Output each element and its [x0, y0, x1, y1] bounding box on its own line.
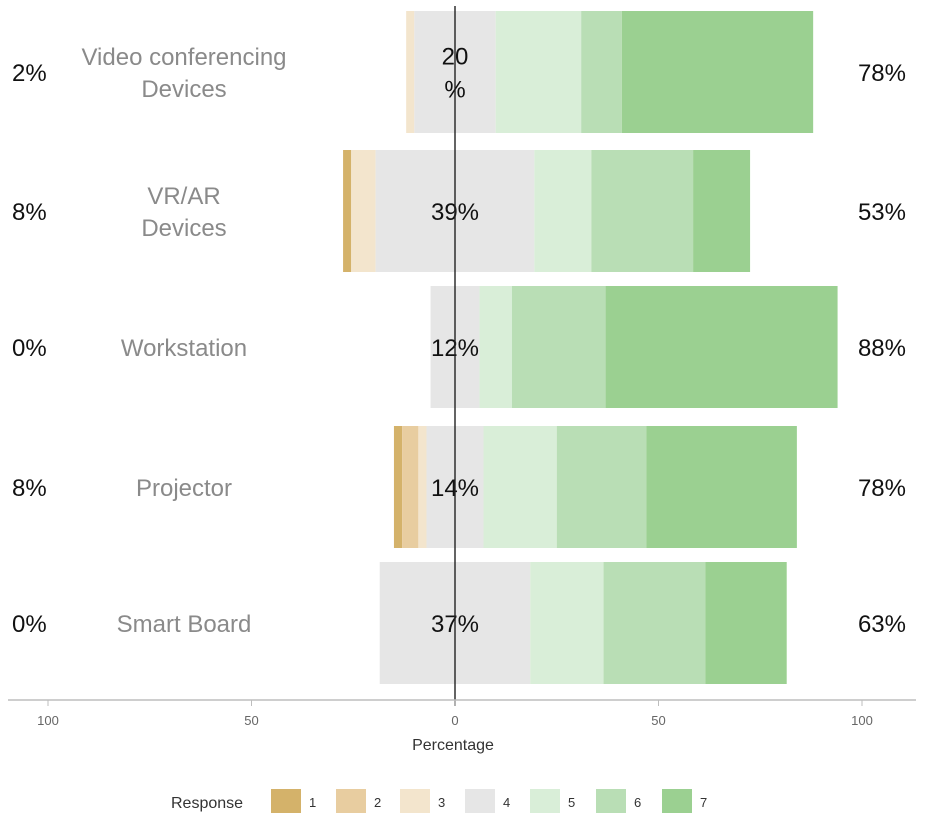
bar-segment-response-7 [605, 286, 838, 408]
legend-item: 6 [596, 789, 641, 813]
x-axis: 100 50 0 50 100 Percentage [8, 6, 916, 754]
legend: Response 1 2 3 4 5 6 7 [171, 789, 707, 813]
category-label: Devices [141, 76, 226, 103]
bar-segment-response-5 [530, 562, 604, 684]
bar-row [430, 286, 838, 408]
high-percentage-label: 88% [858, 335, 906, 362]
bar-segment-response-6 [581, 11, 622, 133]
bar-segment-response-3 [351, 150, 376, 272]
low-percentage-label: 0% [12, 611, 47, 638]
category-label: Devices [141, 215, 226, 242]
x-tick-label: 0 [451, 713, 458, 728]
legend-label: 1 [309, 795, 316, 810]
high-percentage-label: 78% [858, 60, 906, 87]
x-tick-label: 50 [244, 713, 258, 728]
bar-segment-response-1 [343, 150, 352, 272]
low-percentage-label: 2% [12, 60, 47, 87]
x-tick-label: 100 [37, 713, 59, 728]
bar-row [406, 11, 814, 133]
category-label: VR/AR [147, 183, 220, 210]
legend-item: 7 [662, 789, 707, 813]
legend-item: 3 [400, 789, 445, 813]
legend-item: 5 [530, 789, 575, 813]
bar-segment-response-5 [479, 286, 512, 408]
high-percentage-label: 78% [858, 475, 906, 502]
legend-item: 4 [465, 789, 510, 813]
bar-segment-response-7 [705, 562, 787, 684]
bar-row [343, 150, 751, 272]
low-percentage-label: 8% [12, 199, 47, 226]
legend-label: 3 [438, 795, 445, 810]
category-label: Smart Board [117, 611, 252, 638]
legend-swatch [400, 789, 430, 813]
bar-segment-response-7 [621, 11, 814, 133]
bar-segment-response-2 [402, 426, 419, 548]
legend-swatch [662, 789, 692, 813]
category-label: Video conferencing [81, 44, 286, 71]
legend-swatch [596, 789, 626, 813]
bars-layer [343, 11, 838, 684]
bar-segment-response-3 [418, 426, 427, 548]
legend-item: 2 [336, 789, 381, 813]
legend-label: 2 [374, 795, 381, 810]
x-tick-label: 100 [851, 713, 873, 728]
legend-swatch [336, 789, 366, 813]
x-tick-label: 50 [651, 713, 665, 728]
bar-segment-response-3 [406, 11, 415, 133]
legend-label: 7 [700, 795, 707, 810]
high-percentage-label: 53% [858, 199, 906, 226]
bar-segment-response-7 [646, 426, 797, 548]
bar-segment-response-6 [591, 150, 694, 272]
bar-segment-response-5 [534, 150, 592, 272]
legend-swatch [465, 789, 495, 813]
legend-title: Response [171, 795, 243, 812]
bar-segment-response-1 [393, 426, 403, 548]
legend-swatch [530, 789, 560, 813]
low-percentage-label: 8% [12, 475, 47, 502]
bar-segment-response-6 [556, 426, 647, 548]
bar-segment-response-6 [603, 562, 706, 684]
legend-item: 1 [271, 789, 316, 813]
legend-label: 5 [568, 795, 575, 810]
category-label: Workstation [121, 335, 247, 362]
low-percentage-label: 0% [12, 335, 47, 362]
bar-segment-response-7 [693, 150, 751, 272]
bar-segment-response-6 [511, 286, 606, 408]
bar-segment-response-5 [495, 11, 582, 133]
legend-swatch [271, 789, 301, 813]
category-label: Projector [136, 475, 232, 502]
high-percentage-label: 63% [858, 611, 906, 638]
legend-label: 4 [503, 795, 510, 810]
x-axis-title: Percentage [412, 737, 494, 754]
legend-label: 6 [634, 795, 641, 810]
bar-segment-response-5 [483, 426, 557, 548]
